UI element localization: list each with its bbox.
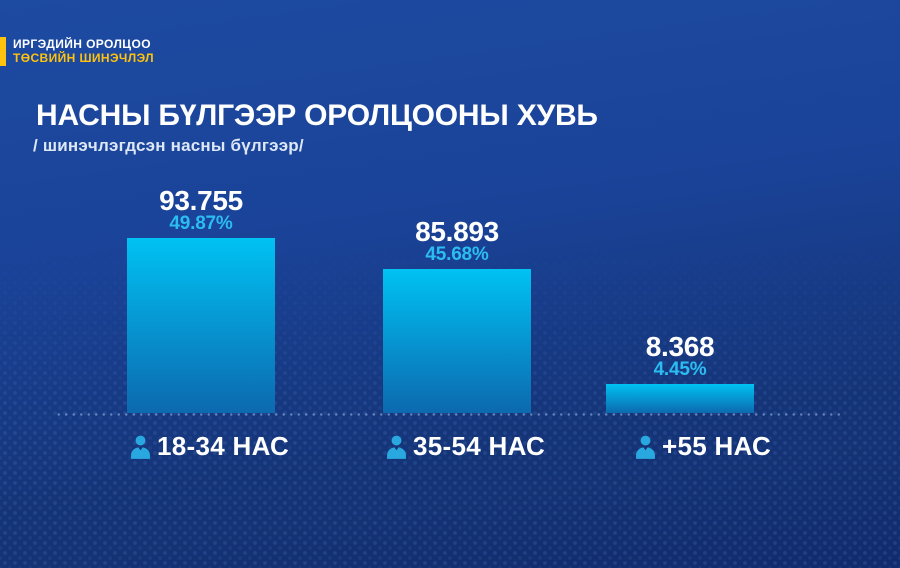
bar-labels: 8.368 4.45% xyxy=(546,332,814,379)
logo-accent-bar xyxy=(0,37,6,66)
bar-value-label: 85.893 xyxy=(415,216,499,247)
category-18-34: 18-34 НАС xyxy=(127,429,289,463)
logo-line1: ИРГЭДИЙН ОРОЛЦОО xyxy=(13,37,151,51)
logo-line2: ТӨСВИЙН ШИНЭЧЛЭЛ xyxy=(13,51,154,65)
person-icon xyxy=(636,435,655,459)
bar-percent-label: 49.87% xyxy=(169,213,233,234)
bar xyxy=(383,269,531,413)
logo: ИРГЭДИЙН ОРОЛЦОО ТӨСВИЙН ШИНЭЧЛЭЛ xyxy=(0,37,154,66)
logo-text: ИРГЭДИЙН ОРОЛЦОО ТӨСВИЙН ШИНЭЧЛЭЛ xyxy=(13,37,154,66)
chart-baseline xyxy=(55,413,843,416)
category-35-54: 35-54 НАС xyxy=(383,429,545,463)
category-55plus: +55 НАС xyxy=(632,429,771,463)
bar-group-55plus: 8.368 4.45% xyxy=(606,0,754,568)
person-icon xyxy=(131,435,150,459)
bar-value-label: 93.755 xyxy=(159,185,243,216)
page-title: НАСНЫ БҮЛГЭЭР ОРОЛЦООНЫ ХУВЬ xyxy=(36,99,598,132)
bar xyxy=(606,384,754,413)
bar-labels: 93.755 49.87% xyxy=(67,186,335,233)
person-icon xyxy=(387,435,406,459)
page-subtitle: / шинэчлэгдсэн насны бүлгээр/ xyxy=(33,136,304,155)
category-label: +55 НАС xyxy=(662,430,772,461)
bar-percent-label: 45.68% xyxy=(425,244,489,265)
category-label: 18-34 НАС xyxy=(157,430,290,461)
bar-labels: 85.893 45.68% xyxy=(323,217,591,264)
bar-group-18-34: 93.755 49.87% xyxy=(127,0,275,568)
category-row: 18-34 НАС 35-54 НАС +55 НАС xyxy=(0,429,900,463)
bar-percent-label: 4.45% xyxy=(653,359,707,380)
bar xyxy=(127,238,275,413)
bar-value-label: 8.368 xyxy=(645,331,715,362)
category-label: 35-54 НАС xyxy=(413,430,546,461)
bar-group-35-54: 85.893 45.68% xyxy=(383,0,531,568)
